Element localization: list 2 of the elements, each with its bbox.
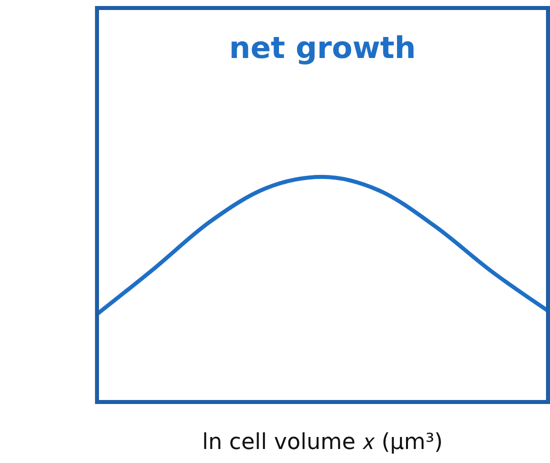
x-axis-title: ln cell volume 𝑥 (μm³) [202,430,443,455]
chart-title: net growth [229,31,416,66]
